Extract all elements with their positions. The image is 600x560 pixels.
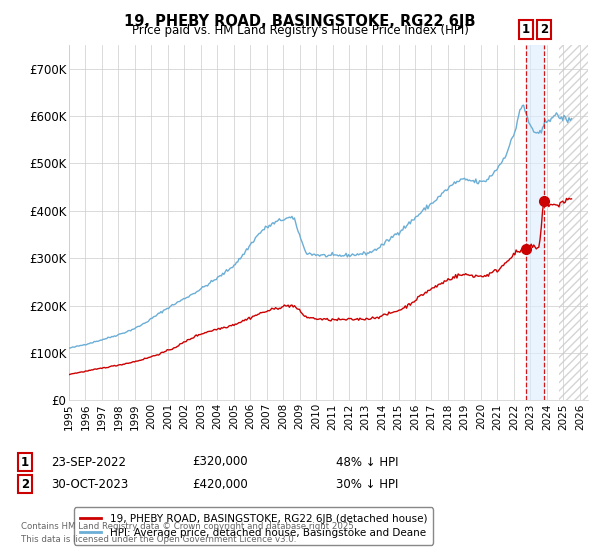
Text: 23-SEP-2022: 23-SEP-2022 bbox=[51, 455, 126, 469]
Text: 2: 2 bbox=[21, 478, 29, 491]
Text: £420,000: £420,000 bbox=[192, 478, 248, 491]
Text: 2: 2 bbox=[540, 23, 548, 36]
Text: 48% ↓ HPI: 48% ↓ HPI bbox=[336, 455, 398, 469]
Bar bbox=[526, 45, 544, 400]
Text: 1: 1 bbox=[521, 23, 530, 36]
Text: 19, PHEBY ROAD, BASINGSTOKE, RG22 6JB: 19, PHEBY ROAD, BASINGSTOKE, RG22 6JB bbox=[124, 14, 476, 29]
Polygon shape bbox=[559, 45, 600, 400]
Text: Contains HM Land Registry data © Crown copyright and database right 2025.
This d: Contains HM Land Registry data © Crown c… bbox=[21, 522, 356, 544]
Text: 30% ↓ HPI: 30% ↓ HPI bbox=[336, 478, 398, 491]
Text: 30-OCT-2023: 30-OCT-2023 bbox=[51, 478, 128, 491]
Bar bbox=[559, 45, 600, 400]
Text: £320,000: £320,000 bbox=[192, 455, 248, 469]
Text: 1: 1 bbox=[21, 455, 29, 469]
Legend: 19, PHEBY ROAD, BASINGSTOKE, RG22 6JB (detached house), HPI: Average price, deta: 19, PHEBY ROAD, BASINGSTOKE, RG22 6JB (d… bbox=[74, 507, 433, 544]
Text: Price paid vs. HM Land Registry's House Price Index (HPI): Price paid vs. HM Land Registry's House … bbox=[131, 24, 469, 37]
